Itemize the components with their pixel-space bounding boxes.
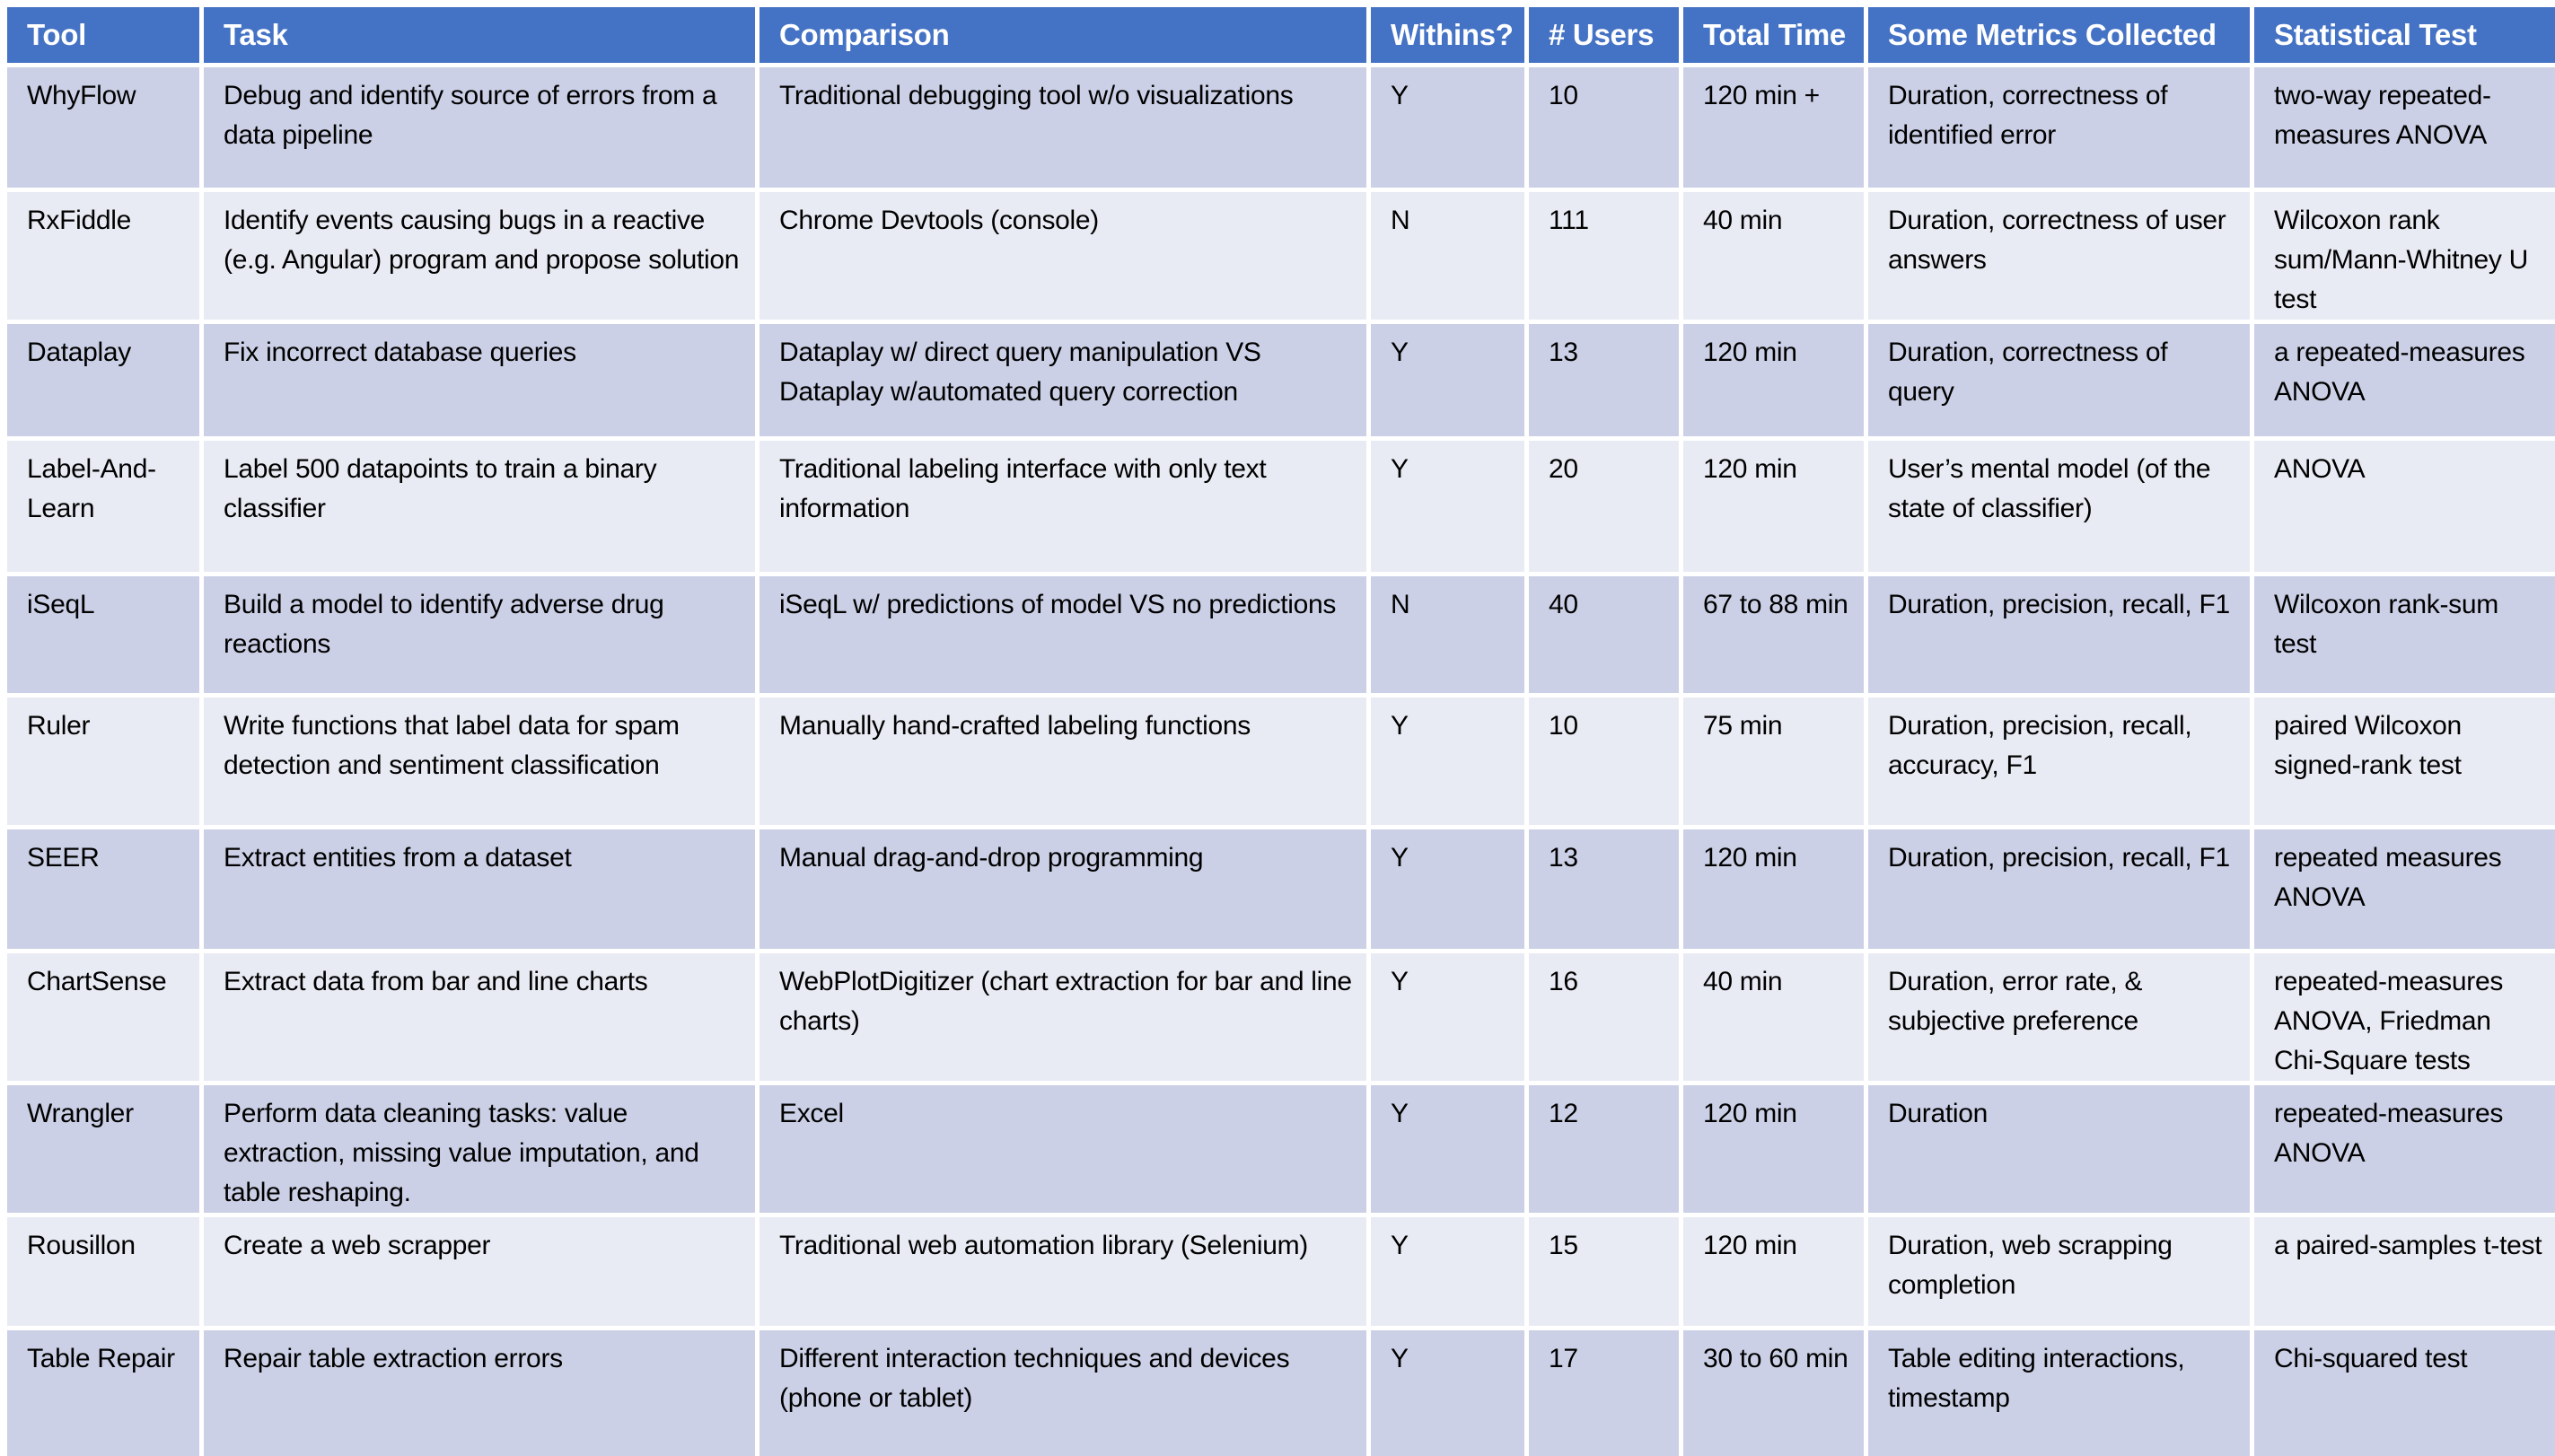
- cell-metrics: Duration, correctness of user answers: [1868, 192, 2250, 320]
- cell-total_time: 120 min: [1683, 1217, 1864, 1326]
- column-header-metrics: Some Metrics Collected: [1868, 7, 2250, 63]
- cell-stat_test: two-way repeated-measures ANOVA: [2254, 67, 2555, 188]
- column-header-stat_test: Statistical Test: [2254, 7, 2555, 63]
- cell-tool: Ruler: [7, 697, 199, 825]
- cell-comparison: iSeqL w/ predictions of model VS no pred…: [759, 576, 1366, 693]
- cell-task: Create a web scrapper: [204, 1217, 755, 1326]
- cell-comparison: Traditional web automation library (Sele…: [759, 1217, 1366, 1326]
- cell-metrics: Duration, precision, recall, accuracy, F…: [1868, 697, 2250, 825]
- cell-task: Extract entities from a dataset: [204, 829, 755, 949]
- cell-users: 10: [1529, 67, 1679, 188]
- cell-withins: Y: [1371, 697, 1524, 825]
- cell-metrics: Duration, precision, recall, F1: [1868, 829, 2250, 949]
- cell-total_time: 75 min: [1683, 697, 1864, 825]
- cell-total_time: 120 min: [1683, 1085, 1864, 1213]
- cell-total_time: 120 min: [1683, 324, 1864, 436]
- cell-tool: WhyFlow: [7, 67, 199, 188]
- cell-users: 20: [1529, 441, 1679, 572]
- cell-stat_test: paired Wilcoxon signed-rank test: [2254, 697, 2555, 825]
- column-header-total_time: Total Time: [1683, 7, 1864, 63]
- cell-withins: Y: [1371, 67, 1524, 188]
- cell-withins: N: [1371, 192, 1524, 320]
- cell-stat_test: repeated-measures ANOVA: [2254, 1085, 2555, 1213]
- tool-comparison-table: Tool Task Comparison Withins? # Users Total T…: [7, 7, 2555, 1456]
- cell-comparison: Manual drag-and-drop programming: [759, 829, 1366, 949]
- cell-total_time: 120 min: [1683, 829, 1864, 949]
- cell-stat_test: ANOVA: [2254, 441, 2555, 572]
- cell-tool: Table Repair: [7, 1330, 199, 1456]
- cell-stat_test: a paired-samples t-test: [2254, 1217, 2555, 1326]
- cell-users: 12: [1529, 1085, 1679, 1213]
- column-header-tool: Tool: [7, 7, 199, 63]
- cell-tool: iSeqL: [7, 576, 199, 693]
- column-header-comparison: Comparison: [759, 7, 1366, 63]
- cell-tool: Dataplay: [7, 324, 199, 436]
- cell-stat_test: a repeated-measures ANOVA: [2254, 324, 2555, 436]
- cell-task: Debug and identify source of errors from…: [204, 67, 755, 188]
- cell-task: Repair table extraction errors: [204, 1330, 755, 1456]
- cell-withins: Y: [1371, 829, 1524, 949]
- cell-task: Write functions that label data for spam…: [204, 697, 755, 825]
- cell-stat_test: Wilcoxon rank sum/Mann-Whitney U test: [2254, 192, 2555, 320]
- cell-tool: ChartSense: [7, 953, 199, 1081]
- column-header-users: # Users: [1529, 7, 1679, 63]
- cell-withins: Y: [1371, 324, 1524, 436]
- cell-comparison: Traditional debugging tool w/o visualiza…: [759, 67, 1366, 188]
- column-header-withins: Withins?: [1371, 7, 1524, 63]
- cell-total_time: 40 min: [1683, 953, 1864, 1081]
- cell-tool: Rousillon: [7, 1217, 199, 1326]
- cell-metrics: Table editing interactions, timestamp: [1868, 1330, 2250, 1456]
- cell-users: 17: [1529, 1330, 1679, 1456]
- cell-metrics: Duration, precision, recall, F1: [1868, 576, 2250, 693]
- cell-comparison: Dataplay w/ direct query manipulation VS…: [759, 324, 1366, 436]
- cell-users: 15: [1529, 1217, 1679, 1326]
- cell-users: 10: [1529, 697, 1679, 825]
- cell-comparison: WebPlotDigitizer (chart extraction for b…: [759, 953, 1366, 1081]
- cell-total_time: 120 min: [1683, 441, 1864, 572]
- column-header-task: Task: [204, 7, 755, 63]
- cell-task: Fix incorrect database queries: [204, 324, 755, 436]
- cell-tool: RxFiddle: [7, 192, 199, 320]
- cell-metrics: Duration: [1868, 1085, 2250, 1213]
- cell-comparison: Manually hand-crafted labeling functions: [759, 697, 1366, 825]
- cell-metrics: User’s mental model (of the state of cla…: [1868, 441, 2250, 572]
- cell-metrics: Duration, correctness of identified erro…: [1868, 67, 2250, 188]
- cell-withins: Y: [1371, 953, 1524, 1081]
- cell-stat_test: Chi-squared test: [2254, 1330, 2555, 1456]
- cell-metrics: Duration, error rate, & subjective prefe…: [1868, 953, 2250, 1081]
- cell-withins: Y: [1371, 1330, 1524, 1456]
- cell-users: 16: [1529, 953, 1679, 1081]
- cell-users: 13: [1529, 829, 1679, 949]
- cell-total_time: 67 to 88 min: [1683, 576, 1864, 693]
- cell-total_time: 120 min +: [1683, 67, 1864, 188]
- cell-users: 111: [1529, 192, 1679, 320]
- cell-comparison: Different interaction techniques and dev…: [759, 1330, 1366, 1456]
- cell-withins: N: [1371, 576, 1524, 693]
- cell-tool: SEER: [7, 829, 199, 949]
- cell-task: Identify events causing bugs in a reacti…: [204, 192, 755, 320]
- cell-stat_test: repeated measures ANOVA: [2254, 829, 2555, 949]
- cell-tool: Wrangler: [7, 1085, 199, 1213]
- cell-stat_test: Wilcoxon rank-sum test: [2254, 576, 2555, 693]
- cell-comparison: Excel: [759, 1085, 1366, 1213]
- cell-withins: Y: [1371, 441, 1524, 572]
- cell-users: 13: [1529, 324, 1679, 436]
- cell-comparison: Traditional labeling interface with only…: [759, 441, 1366, 572]
- cell-stat_test: repeated-measures ANOVA, Friedman Chi-Sq…: [2254, 953, 2555, 1081]
- cell-metrics: Duration, correctness of query: [1868, 324, 2250, 436]
- cell-task: Build a model to identify adverse drug r…: [204, 576, 755, 693]
- cell-task: Label 500 datapoints to train a binary c…: [204, 441, 755, 572]
- cell-withins: Y: [1371, 1085, 1524, 1213]
- cell-total_time: 40 min: [1683, 192, 1864, 320]
- cell-comparison: Chrome Devtools (console): [759, 192, 1366, 320]
- cell-withins: Y: [1371, 1217, 1524, 1326]
- cell-task: Perform data cleaning tasks: value extra…: [204, 1085, 755, 1213]
- cell-users: 40: [1529, 576, 1679, 693]
- cell-tool: Label-And-Learn: [7, 441, 199, 572]
- cell-total_time: 30 to 60 min: [1683, 1330, 1864, 1456]
- cell-metrics: Duration, web scrapping completion: [1868, 1217, 2250, 1326]
- cell-task: Extract data from bar and line charts: [204, 953, 755, 1081]
